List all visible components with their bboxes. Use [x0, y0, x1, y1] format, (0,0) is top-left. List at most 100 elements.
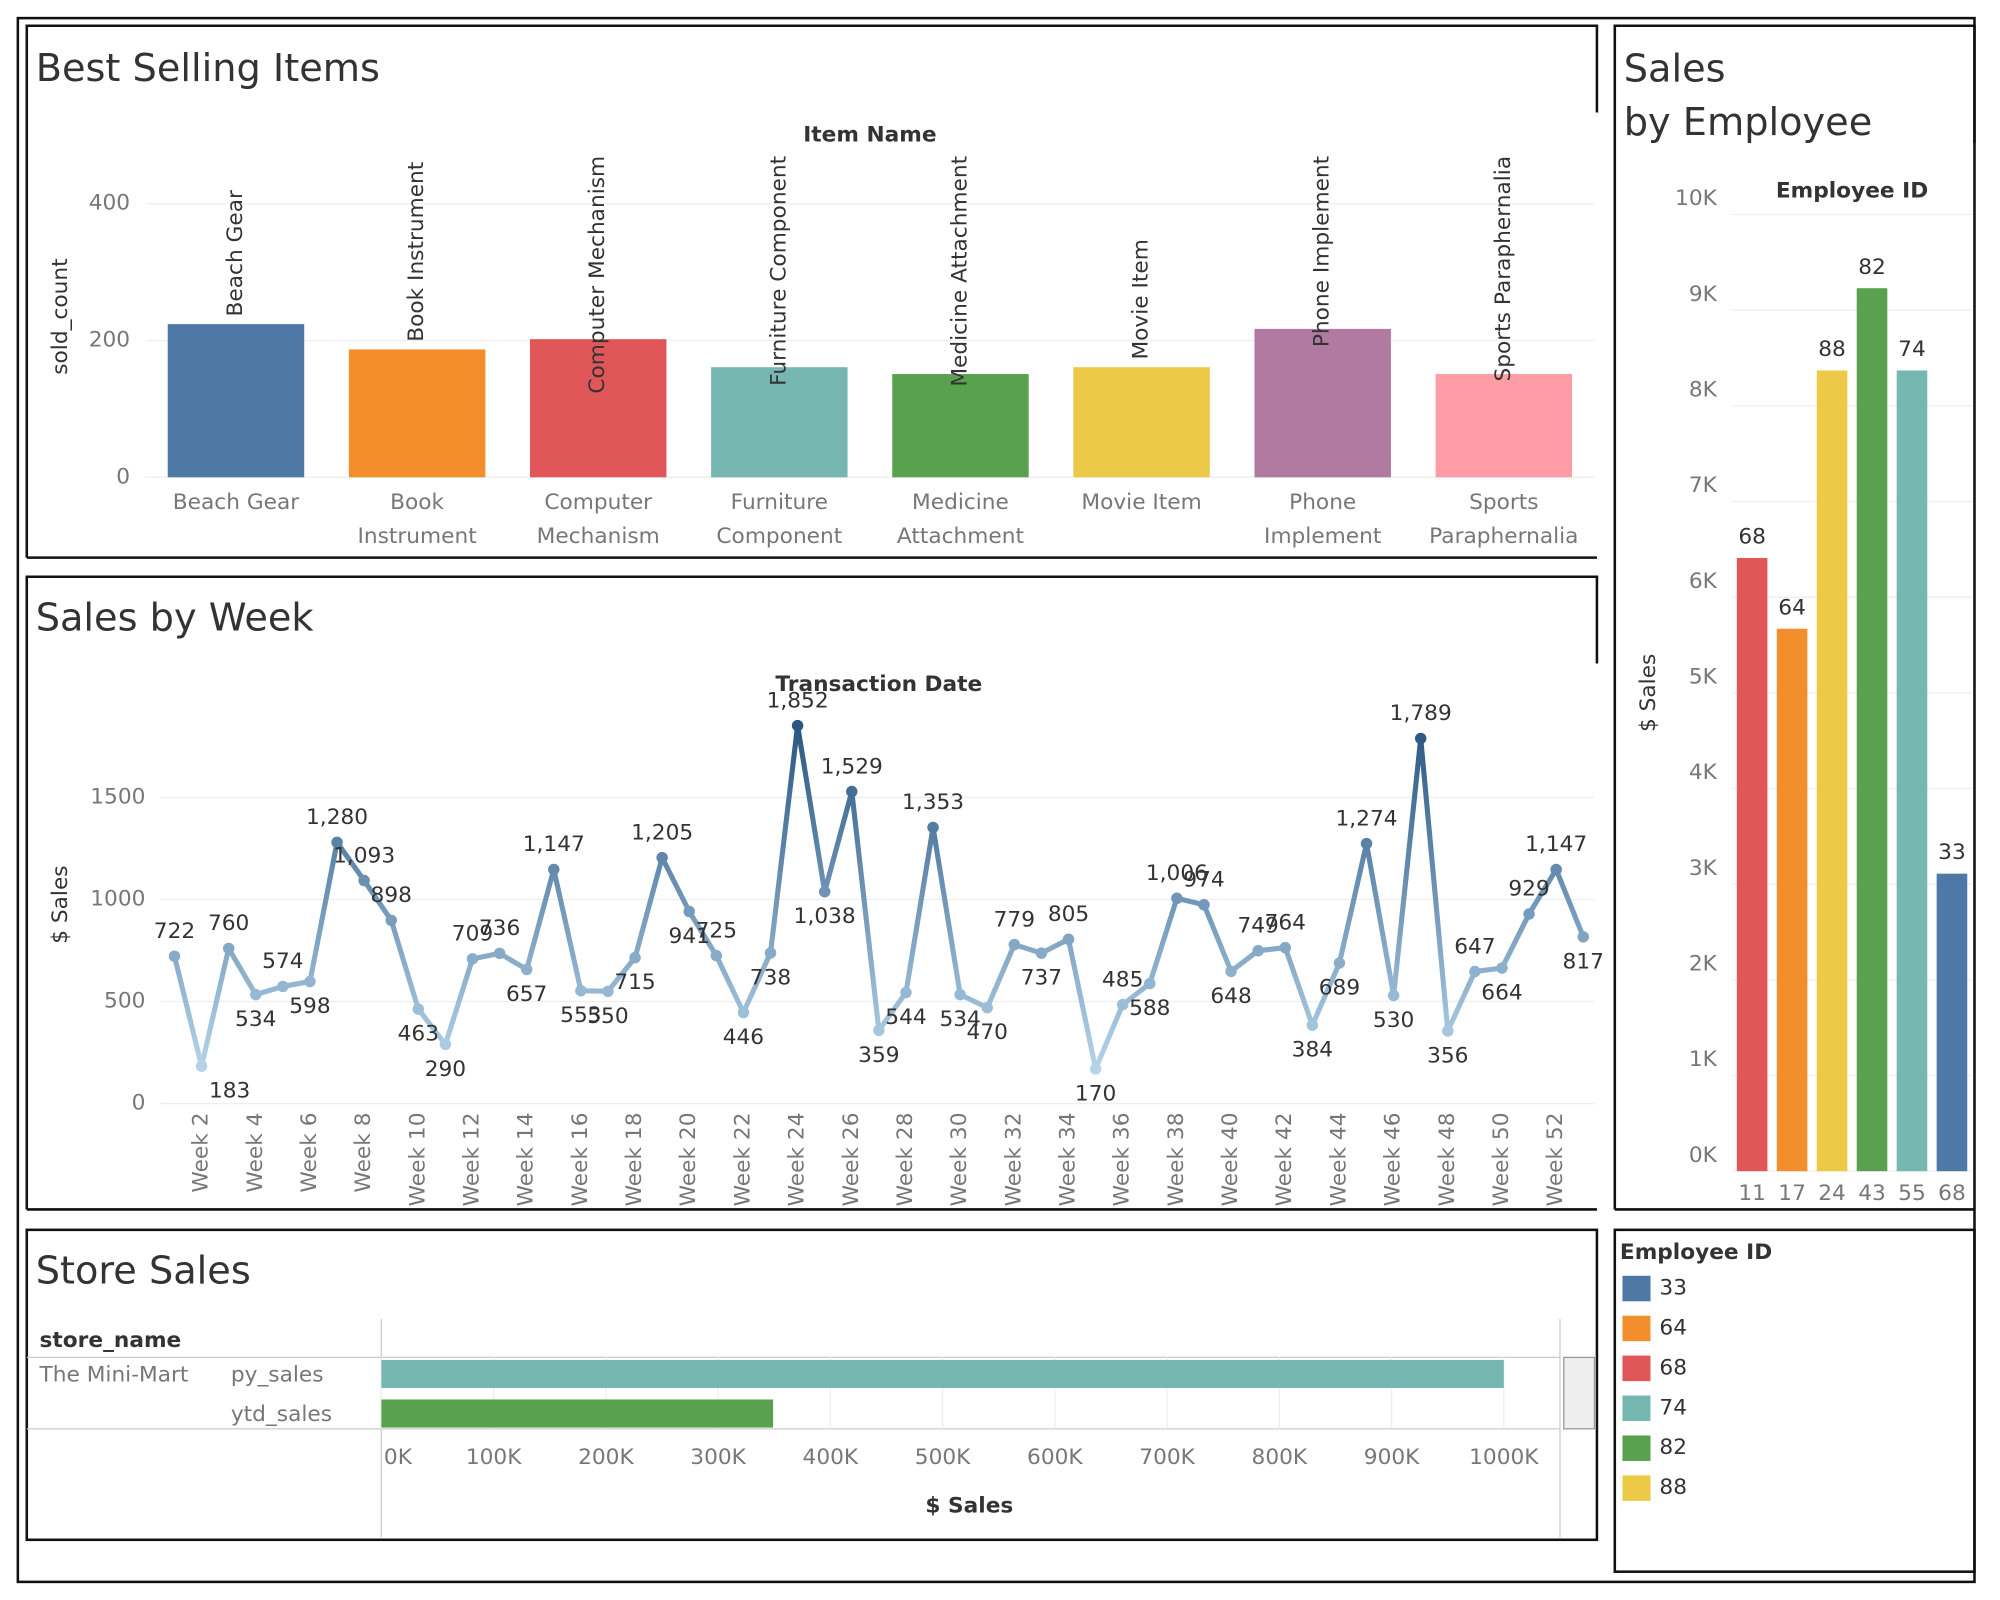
point — [548, 863, 560, 876]
x-tick-label: Furniture Component — [716, 490, 842, 549]
x-tick-label: 500K — [915, 1445, 971, 1470]
data-label: 817 — [1563, 949, 1604, 974]
point — [304, 975, 316, 988]
x-tick-label: Week 16 — [568, 1113, 593, 1207]
bar-label: 33 — [1938, 840, 1966, 865]
x-tick-label: Week 40 — [1218, 1113, 1243, 1207]
column-header: Employee ID — [1776, 179, 1928, 204]
data-label: 1,093 — [333, 843, 395, 868]
x-tick-label: 900K — [1364, 1445, 1420, 1470]
row-header: store_name — [40, 1328, 182, 1353]
point — [1414, 732, 1427, 745]
point — [954, 988, 966, 1001]
data-label: 764 — [1265, 910, 1306, 935]
x-tick-label: Week 2 — [189, 1113, 214, 1193]
row-label: py_sales — [231, 1362, 324, 1387]
point — [1387, 989, 1400, 1002]
x-tick-label: 68 — [1938, 1181, 1966, 1206]
x-tick-label: Week 32 — [1001, 1113, 1026, 1207]
point — [1306, 1019, 1319, 1031]
legend-swatch — [1622, 1275, 1651, 1302]
x-axis-title: $ Sales — [925, 1494, 1013, 1519]
data-label: 760 — [208, 911, 249, 936]
point — [493, 947, 506, 960]
point — [981, 1001, 993, 1014]
point — [873, 1024, 885, 1037]
column-header: Item Name — [803, 122, 936, 147]
x-tick-label: 400K — [803, 1445, 859, 1470]
x-tick-label: 800K — [1252, 1445, 1308, 1470]
y-tick-label: 4K — [1689, 760, 1718, 785]
data-label: 898 — [371, 883, 412, 908]
data-label: 170 — [1075, 1081, 1116, 1106]
data-label: 574 — [262, 949, 303, 974]
point — [1225, 965, 1237, 978]
y-tick-label: 3K — [1689, 856, 1718, 881]
data-label: 725 — [696, 918, 737, 943]
data-label: 1,038 — [794, 904, 856, 929]
point — [1469, 965, 1481, 978]
y-tick-label: 2K — [1689, 952, 1718, 977]
x-tick-label: 600K — [1027, 1445, 1083, 1470]
x-tick-label: Week 4 — [243, 1113, 268, 1193]
point — [1577, 931, 1590, 943]
point — [195, 1060, 208, 1072]
x-tick-label: 24 — [1818, 1181, 1846, 1206]
point — [629, 951, 641, 964]
y-tick-label: 9K — [1689, 282, 1718, 307]
data-label: 974 — [1183, 868, 1224, 893]
legend-label: 74 — [1659, 1395, 1687, 1420]
panel-title: Best Selling Items — [36, 46, 380, 91]
point — [250, 988, 262, 1001]
column-header: Transaction Date — [775, 672, 982, 697]
data-label: 1,280 — [306, 805, 368, 830]
y-tick-label: 0 — [132, 1091, 146, 1116]
x-tick-label: Week 6 — [297, 1113, 322, 1193]
data-label: 737 — [1021, 966, 1062, 991]
point — [1144, 977, 1156, 990]
point — [277, 980, 289, 993]
bar-label: Furniture Component — [766, 156, 791, 386]
legend-swatch — [1622, 1475, 1651, 1501]
bar — [348, 349, 486, 478]
bar-label: Beach Gear — [223, 190, 248, 316]
x-tick-label: Week 8 — [351, 1113, 376, 1193]
point — [1333, 957, 1346, 969]
panel-title: Store Sales — [36, 1249, 251, 1294]
bar-label: 74 — [1898, 337, 1926, 362]
x-tick-label: Week 46 — [1381, 1113, 1406, 1207]
x-tick-label: Week 14 — [514, 1113, 539, 1207]
data-label: 929 — [1508, 877, 1549, 902]
point — [602, 985, 614, 998]
outer-border — [16, 16, 1976, 1584]
bar — [381, 1399, 774, 1428]
point — [358, 874, 370, 887]
x-tick-label: Week 22 — [730, 1113, 755, 1207]
legend-title: Employee ID — [1620, 1240, 1772, 1265]
y-tick-label: 6K — [1689, 569, 1718, 594]
y-tick-label: 1500 — [90, 784, 145, 809]
data-label: 534 — [939, 1007, 980, 1032]
x-tick-label: 100K — [466, 1445, 522, 1470]
data-label: 356 — [1427, 1043, 1468, 1068]
bar-label: 64 — [1778, 595, 1806, 620]
legend-swatch — [1622, 1395, 1651, 1422]
data-label: 463 — [398, 1022, 439, 1047]
point — [1008, 938, 1021, 951]
data-label: 657 — [506, 982, 547, 1007]
legend-swatch — [1622, 1315, 1651, 1342]
legend-label: 68 — [1659, 1355, 1687, 1380]
data-label: 544 — [885, 1005, 926, 1030]
point — [1062, 933, 1075, 946]
data-label: 470 — [967, 1020, 1008, 1045]
x-tick-label: Week 48 — [1435, 1113, 1460, 1207]
bar — [1435, 374, 1573, 478]
panel-title: Sales by Employee — [1624, 46, 1873, 145]
bar-label: Movie Item — [1129, 239, 1154, 359]
panel-title: Sales by Week — [36, 596, 315, 641]
data-label: 183 — [209, 1079, 250, 1104]
data-label: 359 — [858, 1043, 899, 1068]
scrollbar — [1563, 1356, 1596, 1430]
point — [1496, 962, 1508, 974]
